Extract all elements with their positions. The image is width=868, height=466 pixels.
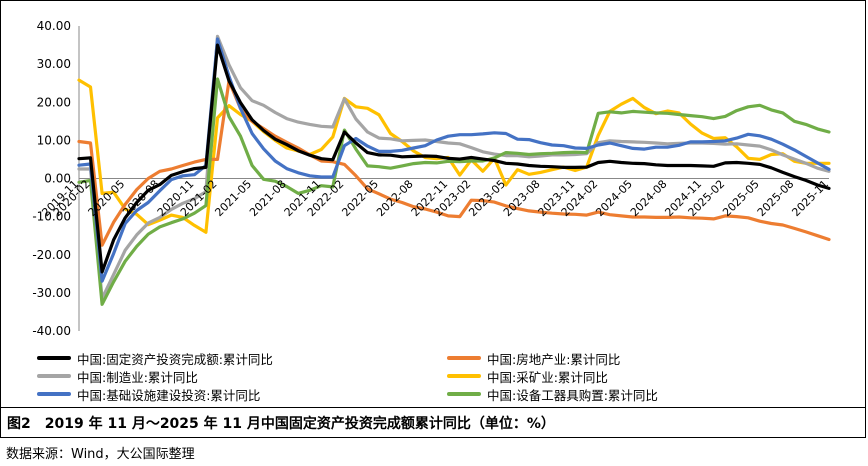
figure-number: 图2 bbox=[7, 415, 31, 432]
x-tick-label: 2023-05 bbox=[466, 177, 508, 219]
y-tick-label: 20.00 bbox=[37, 95, 71, 109]
legend-label-equipment: 中国:设备工器具购置:累计同比 bbox=[487, 387, 658, 403]
x-tick-label: 2022-08 bbox=[374, 177, 416, 219]
legend-label-fai: 中国:固定资产投资完成额:累计同比 bbox=[77, 351, 273, 367]
x-tick-label: 2025-08 bbox=[755, 177, 797, 219]
legend-swatch-real-estate bbox=[447, 356, 481, 360]
line-chart: 40.00 30.00 20.00 10.00 0.00 -10.00 -20.00 -30.… bbox=[32, 19, 831, 338]
legend-label-infrastructure: 中国:基础设施建设投资:累计同比 bbox=[77, 387, 261, 403]
legend-label-manufacturing: 中国:制造业:累计同比 bbox=[77, 369, 198, 385]
legend-item-fai: 中国:固定资产投资完成额:累计同比 bbox=[37, 349, 273, 367]
legend-swatch-equipment bbox=[447, 392, 481, 396]
series-layer bbox=[77, 34, 831, 306]
figure-caption: 图2 2019 年 11 月～2025 年 11 月中国固定资产投资完成额累计同… bbox=[0, 408, 866, 438]
y-tick-label: -20.00 bbox=[32, 248, 71, 262]
x-tick-label: 2021-08 bbox=[247, 177, 289, 219]
legend-swatch-infrastructure bbox=[37, 392, 71, 396]
y-tick-label: -40.00 bbox=[32, 324, 71, 338]
legend-swatch-fai bbox=[37, 356, 71, 360]
y-tick-label: 30.00 bbox=[37, 57, 71, 71]
x-tick-label: 2024-05 bbox=[593, 177, 635, 219]
x-tick-labels: 2019-112020-022020-052020-082020-112021-… bbox=[39, 177, 831, 219]
x-tick-label: 2021-05 bbox=[213, 177, 255, 219]
chart-frame: 40.00 30.00 20.00 10.00 0.00 -10.00 -20.00 -30.… bbox=[0, 0, 866, 408]
legend-label-mining: 中国:采矿业:累计同比 bbox=[487, 369, 608, 385]
legend-item-infrastructure: 中国:基础设施建设投资:累计同比 bbox=[37, 385, 260, 403]
legend-item-manufacturing: 中国:制造业:累计同比 bbox=[37, 367, 198, 385]
series-line-0 bbox=[77, 43, 831, 274]
legend-item-mining: 中国:采矿业:累计同比 bbox=[447, 367, 608, 385]
x-tick-label: 2024-08 bbox=[628, 177, 670, 219]
legend-swatch-manufacturing bbox=[37, 374, 71, 378]
series-line-5 bbox=[77, 77, 831, 306]
series-line-1 bbox=[77, 79, 831, 247]
data-source: 数据来源：Wind，大公国际整理 bbox=[6, 446, 195, 462]
legend-item-real-estate: 中国:房地产业:累计同比 bbox=[447, 349, 620, 367]
legend-item-equipment: 中国:设备工器具购置:累计同比 bbox=[447, 385, 658, 403]
y-tick-label: 10.00 bbox=[37, 133, 71, 147]
y-tick-label: -10.00 bbox=[32, 210, 71, 224]
x-tick-label: 2022-05 bbox=[339, 177, 381, 219]
legend: 中国:固定资产投资完成额:累计同比 中国:房地产业:累计同比 中国:制造业:累计… bbox=[31, 349, 861, 409]
series-line-3 bbox=[77, 78, 831, 234]
y-tick-label: 40.00 bbox=[37, 19, 71, 33]
x-tick-label: 2025-05 bbox=[720, 177, 762, 219]
y-tick-label: 0.00 bbox=[44, 172, 71, 186]
axis-layer: 40.00 30.00 20.00 10.00 0.00 -10.00 -20.00 -30.… bbox=[32, 19, 829, 338]
legend-label-real-estate: 中国:房地产业:累计同比 bbox=[487, 351, 621, 367]
legend-swatch-mining bbox=[447, 374, 481, 378]
figure-title: 2019 年 11 月～2025 年 11 月中国固定资产投资完成额累计同比（单… bbox=[44, 415, 555, 432]
y-tick-label: -30.00 bbox=[32, 286, 71, 300]
